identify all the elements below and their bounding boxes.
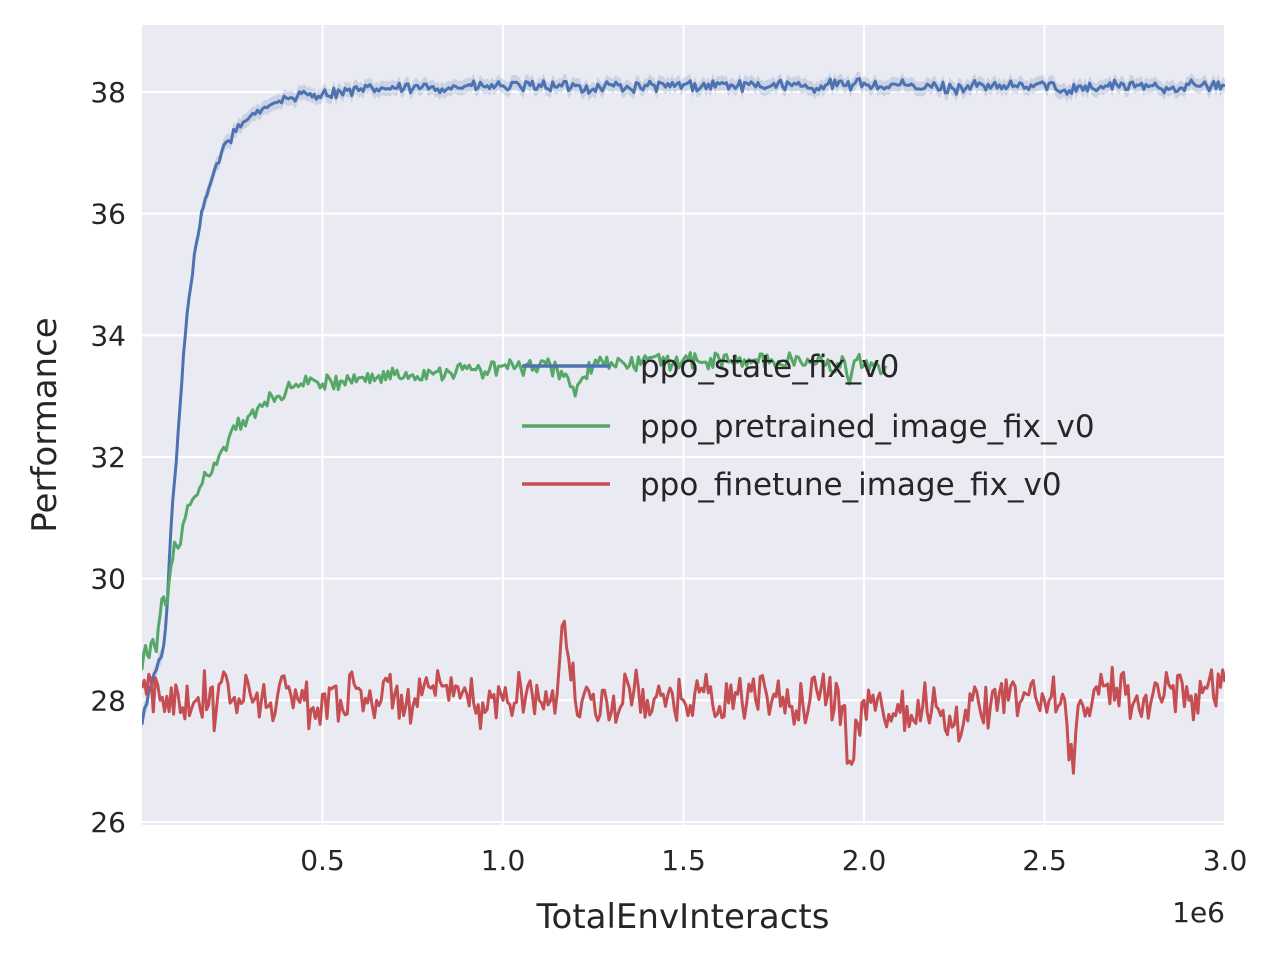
legend-label: ppo_state_fix_v0 — [640, 349, 899, 385]
x-tick-label: 2.5 — [1022, 844, 1067, 877]
series-line-2 — [142, 619, 1225, 775]
y-tick-label: 38 — [90, 76, 126, 109]
x-tick-label: 1.0 — [481, 844, 526, 877]
x-tick-label: 1.5 — [661, 844, 706, 877]
y-tick-label: 28 — [90, 684, 126, 717]
legend-label: ppo_pretrained_image_fix_v0 — [640, 409, 1095, 445]
y-tick-label: 26 — [90, 806, 126, 839]
x-axis-offset-label: 1e6 — [1172, 896, 1225, 929]
tick-labels: 0.5 1.0 1.5 2.0 2.5 3.0 26 28 30 32 34 36 38 — [90, 76, 1247, 877]
series-lines — [142, 77, 1225, 775]
series-line-0 — [142, 77, 1225, 725]
y-tick-label: 36 — [90, 198, 126, 231]
y-tick-label: 32 — [90, 441, 126, 474]
x-tick-label: 3.0 — [1203, 844, 1248, 877]
y-tick-label: 30 — [90, 563, 126, 596]
y-axis-label: Performance — [25, 317, 65, 532]
x-tick-label: 0.5 — [300, 844, 345, 877]
x-axis-label: TotalEnvInteracts — [536, 897, 830, 937]
x-tick-label: 2.0 — [842, 844, 887, 877]
legend: ppo_state_fix_v0 ppo_pretrained_image_fix… — [522, 349, 1095, 503]
legend-label: ppo_finetune_image_fix_v0 — [640, 467, 1062, 503]
y-tick-label: 34 — [90, 319, 126, 352]
series-line-1 — [142, 351, 888, 671]
